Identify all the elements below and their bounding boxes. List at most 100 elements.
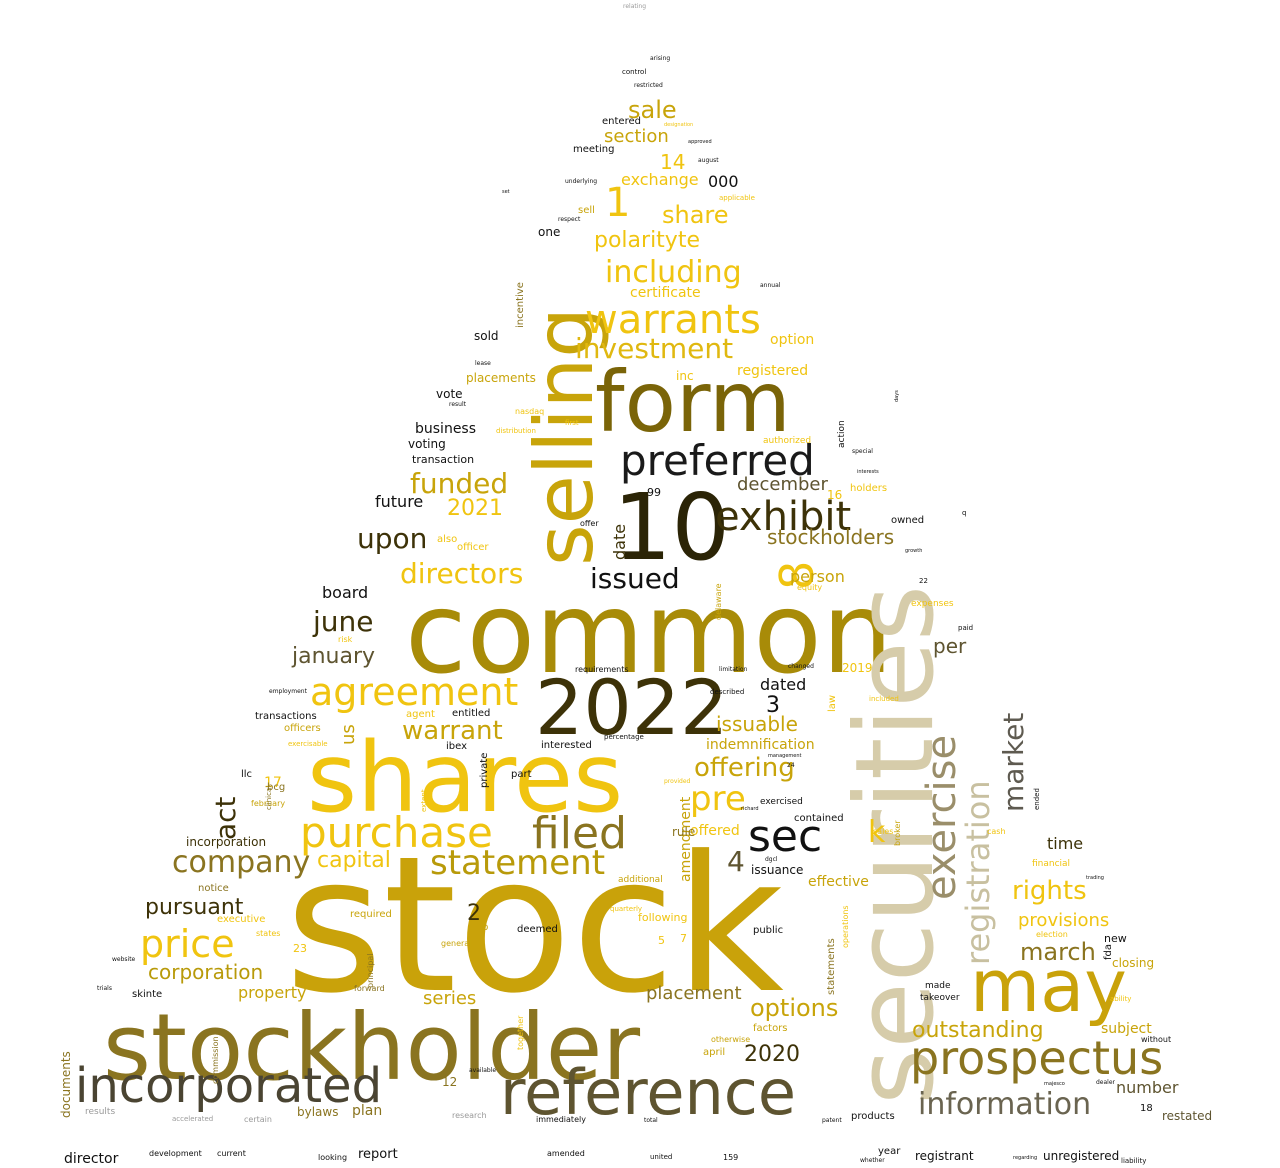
- word: without: [1141, 1035, 1172, 1044]
- word: made: [925, 981, 951, 991]
- word: year: [878, 1146, 901, 1157]
- word: lease: [475, 360, 491, 367]
- word: 12: [442, 1075, 458, 1089]
- word: changed: [788, 663, 814, 670]
- word: ability: [1110, 995, 1132, 1003]
- word: subject: [1101, 1021, 1152, 1037]
- word: agent: [406, 709, 435, 720]
- word: risk: [338, 635, 353, 644]
- word: operations: [841, 905, 850, 948]
- word: transaction: [412, 453, 475, 466]
- word: together: [516, 1015, 525, 1050]
- word: bylaws: [297, 1105, 339, 1119]
- word: k: [868, 815, 886, 850]
- word: 7: [680, 932, 687, 945]
- word: liability: [1121, 1157, 1147, 1165]
- word: inc: [676, 369, 694, 383]
- word: contained: [794, 813, 844, 824]
- word: stockholders: [767, 525, 895, 549]
- word: warrant: [402, 716, 503, 746]
- word: principal: [366, 953, 375, 988]
- word: date: [610, 523, 629, 560]
- word: voting: [408, 437, 446, 451]
- word: states: [256, 929, 281, 938]
- word: extent: [420, 789, 428, 812]
- word: provided: [664, 778, 691, 785]
- word: january: [292, 644, 376, 669]
- word: ibex: [446, 741, 468, 752]
- word: stock: [285, 816, 784, 1035]
- word: ended: [1033, 788, 1041, 810]
- word: forward: [354, 984, 385, 993]
- word: sec: [748, 811, 823, 862]
- word: offer: [580, 519, 599, 528]
- word: bcg: [267, 782, 286, 793]
- word: united: [650, 1153, 673, 1161]
- word: research: [452, 1111, 487, 1120]
- word: factors: [753, 1023, 788, 1034]
- word: exchange: [621, 170, 699, 189]
- word: 4: [727, 845, 745, 878]
- word: growth: [905, 548, 923, 554]
- word: additional: [618, 875, 663, 885]
- word: richard: [741, 806, 759, 812]
- word: shares: [307, 722, 624, 834]
- word: filed: [532, 808, 627, 859]
- word: 159: [723, 1153, 739, 1162]
- word: rights: [1012, 876, 1087, 906]
- word: law: [827, 694, 838, 712]
- word: indemnification: [706, 737, 815, 753]
- word: prospectus: [910, 1031, 1164, 1085]
- word: dated: [760, 675, 807, 694]
- word: december: [737, 474, 828, 495]
- word: holders: [850, 483, 888, 494]
- word: equity: [797, 583, 823, 592]
- word: new: [1104, 932, 1127, 945]
- word: delaware: [714, 583, 723, 620]
- word: distribution: [496, 427, 536, 435]
- word: whether: [860, 1157, 885, 1164]
- word: amended: [547, 1149, 585, 1158]
- word: option: [770, 332, 815, 348]
- word: 2019: [842, 661, 873, 675]
- word: certain: [244, 1115, 272, 1124]
- word: meeting: [573, 144, 615, 155]
- word: capital: [317, 848, 391, 873]
- word: 22: [919, 577, 928, 585]
- word: 2021: [447, 496, 503, 521]
- word: upon: [357, 522, 428, 555]
- word: 14: [660, 150, 686, 174]
- word: trading: [1086, 875, 1104, 881]
- word: documents: [59, 1051, 73, 1118]
- word: issuable: [716, 712, 798, 736]
- word: also: [437, 534, 458, 545]
- word: 5: [658, 934, 665, 947]
- word: time: [1047, 834, 1084, 853]
- word: april: [703, 1047, 726, 1058]
- word: employment: [269, 688, 307, 695]
- word: future: [375, 492, 424, 511]
- word: property: [238, 983, 307, 1002]
- word: following: [638, 911, 688, 924]
- word: majesco: [1044, 1081, 1065, 1087]
- word: control: [622, 68, 647, 76]
- word: 2: [467, 901, 481, 926]
- word: notice: [198, 883, 229, 894]
- word: pursuant: [145, 895, 244, 920]
- word: sold: [474, 329, 499, 343]
- word: common: [405, 569, 893, 699]
- word: entered: [602, 116, 641, 127]
- word: sale: [628, 96, 677, 124]
- word: statement: [430, 843, 606, 883]
- word: 2020: [744, 1042, 800, 1067]
- word: stockholder: [103, 994, 641, 1101]
- word: officers: [284, 723, 321, 734]
- word: q: [962, 509, 967, 517]
- word: per: [933, 634, 967, 658]
- word: requirements: [575, 665, 629, 674]
- word: accelerated: [172, 1115, 214, 1123]
- word: products: [851, 1111, 895, 1122]
- word: exercise: [919, 734, 965, 900]
- word: first: [565, 419, 579, 427]
- word: relating: [623, 3, 647, 10]
